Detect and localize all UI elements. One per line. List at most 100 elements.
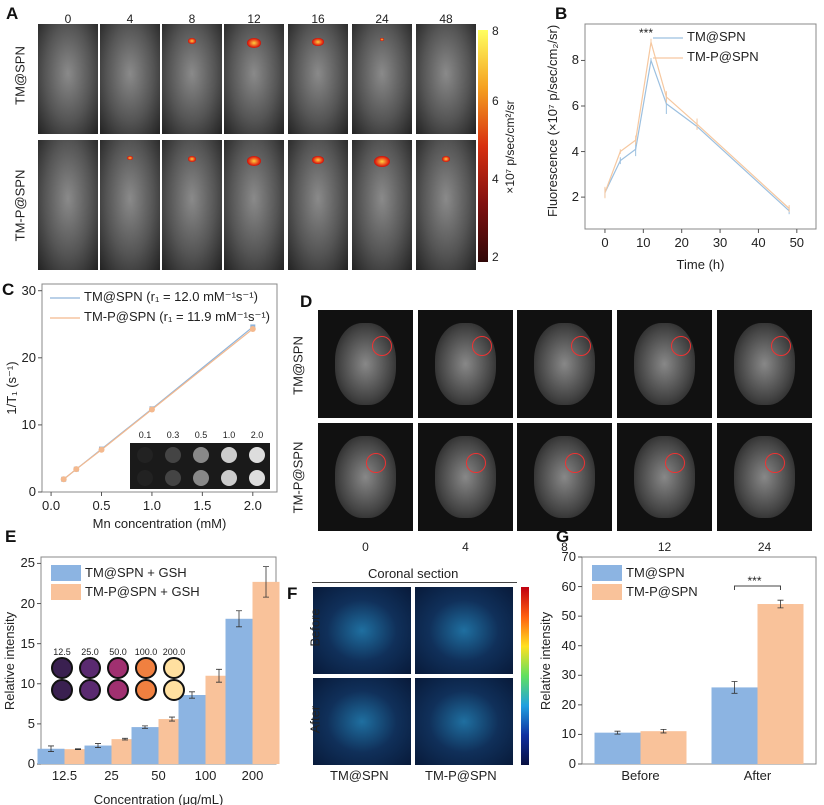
bar <box>594 732 641 764</box>
error-bar <box>614 730 621 735</box>
fluorescence-signal <box>312 156 324 165</box>
phantom-well <box>193 447 209 463</box>
mouse-image <box>288 140 348 270</box>
x-tick-label: 50 <box>151 768 166 783</box>
fluorescence-well <box>135 679 157 701</box>
y-tick-label: 10 <box>561 726 576 742</box>
panel-f-title: Coronal section <box>368 566 459 581</box>
data-point <box>60 476 67 483</box>
fluorescence-signal <box>247 156 261 166</box>
y-tick-label: 40 <box>561 637 576 653</box>
tumor-circle <box>765 453 785 473</box>
inset-label: 50.0 <box>109 647 127 657</box>
inset-label: 1.0 <box>222 430 236 440</box>
bar <box>178 695 206 764</box>
colorbar-tick: 8 <box>492 24 499 38</box>
x-tick-label: 30 <box>712 235 728 250</box>
data-point <box>148 406 155 413</box>
colorbar-tick: 2 <box>492 250 499 264</box>
time-label: 24 <box>757 540 772 554</box>
error-bar <box>48 745 54 752</box>
panel-f-label: F <box>287 584 298 603</box>
y-tick-label: 8 <box>571 52 579 68</box>
phantom-well <box>249 447 265 463</box>
phantom-well <box>165 447 181 463</box>
x-tick-label: Before <box>621 768 660 783</box>
tumor-circle <box>771 336 791 356</box>
y-tick-label: 2 <box>571 189 579 205</box>
bar <box>711 687 758 764</box>
x-tick-label: 25 <box>104 768 119 783</box>
x-tick-label: 1.5 <box>193 498 212 513</box>
colorbar-tick: 4 <box>492 172 499 186</box>
time-label: 12 <box>247 12 261 26</box>
inset-label: 12.5 <box>53 647 71 657</box>
time-label: 8 <box>188 12 196 26</box>
x-tick-label: 100 <box>194 768 217 783</box>
mouse-image <box>38 24 98 134</box>
x-tick-label: 50 <box>789 235 805 250</box>
y-tick-label: 30 <box>21 282 36 298</box>
mouse-image <box>38 140 98 270</box>
fluorescence-signal <box>188 38 196 44</box>
tumor-circle <box>671 336 691 356</box>
significance-label: *** <box>639 26 654 40</box>
time-label: 48 <box>439 12 453 26</box>
legend-swatch <box>592 584 622 600</box>
mouse-image <box>288 24 348 134</box>
mri-image <box>717 310 812 418</box>
bar <box>252 581 280 764</box>
data-point <box>249 325 256 332</box>
y-tick-label: 5 <box>27 715 35 731</box>
fluorescence-signal <box>247 38 261 48</box>
error-bar <box>95 743 101 748</box>
title-rule <box>312 582 517 583</box>
legend-swatch <box>51 565 81 581</box>
phantom-well <box>221 470 237 486</box>
mouse-image <box>416 140 476 270</box>
fluorescence-well <box>135 657 157 679</box>
error-bar <box>189 691 195 699</box>
fluorescence-well <box>163 657 185 679</box>
plot-frame <box>584 23 817 230</box>
col-label-tmp: TM-P@SPN <box>425 768 497 783</box>
tumor-circle <box>665 453 685 473</box>
x-tick-label: 0.5 <box>92 498 111 513</box>
fluorescence-signal <box>380 38 384 41</box>
mri-image <box>318 310 413 418</box>
fluorescence-well <box>163 679 185 701</box>
y-tick-label: 0 <box>27 756 35 771</box>
mouse-image <box>162 140 222 270</box>
legend-swatch <box>592 565 622 581</box>
time-label: 0 <box>362 540 369 554</box>
fluorescence-well <box>107 679 129 701</box>
significance-bracket <box>734 585 781 590</box>
y-tick-label: 20 <box>561 696 576 712</box>
data-point <box>73 466 80 473</box>
x-tick-label: After <box>743 768 772 783</box>
x-tick-label: 40 <box>751 235 766 250</box>
y-tick-label: 0 <box>28 484 36 499</box>
mouse-image <box>162 24 222 134</box>
bar <box>757 604 804 764</box>
x-tick-label: 20 <box>674 235 689 250</box>
y-tick-label: 50 <box>561 608 576 624</box>
error-bar <box>169 716 175 722</box>
colorbar-tick: 6 <box>492 94 499 108</box>
mri-image <box>617 423 712 531</box>
bar <box>225 618 253 764</box>
legend-label: TM-P@SPN <box>687 49 759 64</box>
inset-label: 0.1 <box>138 430 152 440</box>
phantom-well <box>165 470 181 486</box>
x-tick-label: 12.5 <box>51 768 78 783</box>
tumor-circle <box>565 453 585 473</box>
panel-label: E <box>5 527 17 546</box>
fluorescence-well <box>79 657 101 679</box>
x-tick-label: 0.0 <box>42 498 61 513</box>
legend-label: TM@SPN <box>626 565 685 580</box>
legend-label: TM@SPN <box>687 29 746 44</box>
significance-label: *** <box>747 574 762 588</box>
brain-slice <box>734 435 795 519</box>
